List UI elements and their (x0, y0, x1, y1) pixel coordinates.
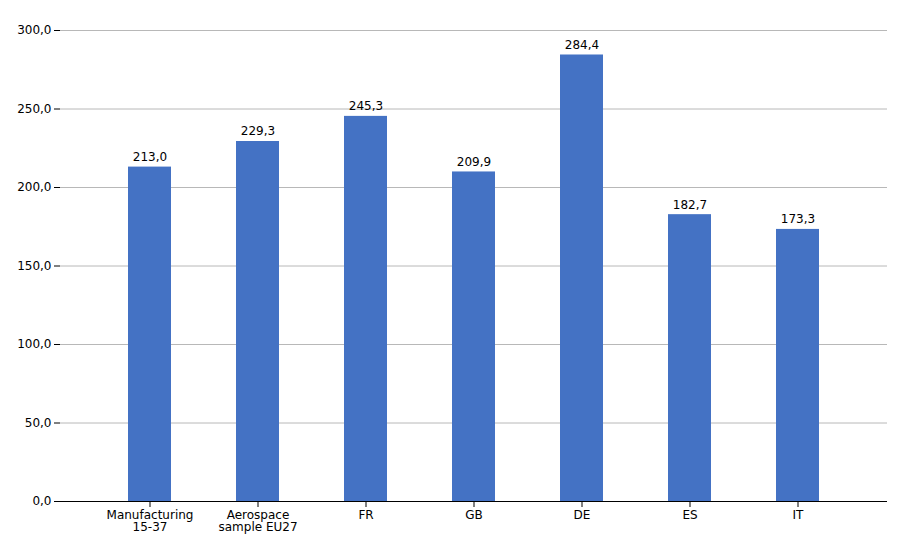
svg-text:182,7: 182,7 (673, 198, 707, 212)
svg-text:FR: FR (358, 508, 373, 522)
svg-text:213,0: 213,0 (133, 150, 167, 164)
svg-text:300,0: 300,0 (17, 23, 51, 37)
svg-text:100,0: 100,0 (17, 337, 51, 351)
svg-text:284,4: 284,4 (565, 38, 599, 52)
svg-text:DE: DE (574, 508, 591, 522)
svg-text:229,3: 229,3 (241, 124, 275, 138)
svg-text:Aerospacesample EU27: Aerospacesample EU27 (218, 508, 297, 534)
svg-text:150,0: 150,0 (17, 259, 51, 273)
svg-text:0,0: 0,0 (32, 494, 51, 508)
svg-text:50,0: 50,0 (25, 416, 52, 430)
svg-text:173,3: 173,3 (781, 212, 815, 226)
svg-text:250,0: 250,0 (17, 102, 51, 116)
svg-text:Manufacturing15-37: Manufacturing15-37 (107, 508, 194, 534)
svg-text:GB: GB (465, 508, 483, 522)
svg-text:ES: ES (682, 508, 697, 522)
svg-text:245,3: 245,3 (349, 99, 383, 113)
svg-text:209,9: 209,9 (457, 155, 491, 169)
svg-text:200,0: 200,0 (17, 180, 51, 194)
svg-text:IT: IT (793, 508, 805, 522)
